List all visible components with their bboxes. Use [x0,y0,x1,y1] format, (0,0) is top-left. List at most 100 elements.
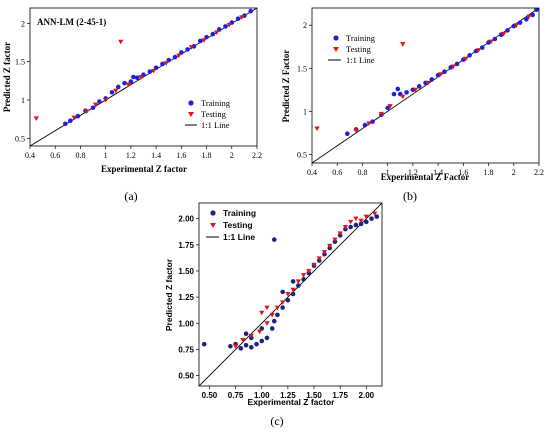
panel-a-legend: Training Testing 1:1 Line [185,98,231,130]
panel-c-testing-point [233,344,239,349]
panel-b-label: (b) [403,189,417,203]
panel-c-x-tick-label: 1.75 [332,391,348,400]
panel-c-x-tick-label: 1.25 [280,391,296,400]
panel-a-training-point [97,99,102,104]
panel-b-testing-point [450,64,456,70]
panel-a-x-tick-label: 1 [104,151,108,160]
panel-a-training-point [109,90,115,95]
panel-c-x-tick-label: 0.50 [202,391,218,400]
panel-a-testing-point [163,61,169,66]
panel-c-legend-training-label: Training [223,208,256,218]
panel-b-testing-point [378,111,384,117]
panel-b-x-axis-label: Experimental Z Factor [381,172,469,182]
panel-a-x-tick-label: 2 [230,151,234,160]
panel-c-testing-point [264,321,270,326]
panel-a-training-point [90,105,96,110]
panel-b-x-tick-label: 2.2 [534,168,544,177]
panel-c-y-tick-label: 0.50 [178,372,194,381]
panel-b: 0.4 0.6 0.8 1 1.2 1.4 1.6 1.8 2 2.2 0.5 1 1.5 2 Expe… [281,7,544,203]
panel-c-training-point [369,216,374,221]
panel-b-testing-point [513,23,519,28]
panel-c-training-point [269,326,275,331]
panel-a-training-point [147,69,153,74]
panel-b-training-point [370,119,375,124]
panel-b-x-tick-label: 1.6 [458,168,468,177]
panel-b-testing-point [501,31,507,37]
panel-b-training-point [479,45,485,50]
panel-b-legend-testing-label: Testing [346,44,372,54]
panel-a-x-tick-label: 0.4 [25,151,35,160]
panel-a-testing-point [201,38,207,43]
panel-b-legend-training-marker [333,35,339,41]
panel-c-training-point [248,345,254,350]
panel-c-training-point [296,283,301,288]
panel-c-y-ticks: 0.50 0.75 1.00 1.25 1.50 1.75 2.00 [178,215,199,381]
panel-b-training-point [534,8,539,13]
panel-a-testing-point [71,115,77,121]
panel-b-training-point [416,84,422,89]
panel-a-x-axis-label: Experimental Z factor [101,164,187,174]
panel-a-x-tick-label: 1.6 [176,151,186,160]
panel-a-testing-point [188,45,195,50]
panel-a-x-tick-label: 0.6 [50,151,60,160]
panel-c-testing-point [353,216,359,222]
panel-c-training-point [348,224,353,230]
panel-c-testing-point [363,214,369,220]
panel-a-training-point [197,38,203,44]
panel-a-legend-training-label: Training [201,98,231,108]
panel-a-y-tick-label: 0.5 [15,134,25,143]
panel-a-training-point [172,54,178,60]
panel-b-y-ticks: 0.5 1 1.5 2 [297,21,312,159]
panel-b-x-tick-label: 0.8 [357,168,367,177]
panel-c-y-tick-label: 2.00 [178,215,194,224]
panel-b-x-tick-label: 1.8 [484,168,494,177]
panel-a-training-point [68,118,73,123]
panel-c-testing-point [274,305,281,311]
panel-a-x-tick-label: 2.2 [252,151,262,160]
panel-b-testing-point [412,87,419,93]
panel-b-legend: Training Testing 1:1 Line [328,33,376,65]
panel-b-testing-point [463,56,469,62]
panel-c-x-axis-label: Experimental Z factor [248,397,336,407]
panel-c-training-point [228,343,233,349]
panel-c-testing-point [280,300,286,305]
panel-b-training-point [362,122,368,128]
panel-b-legend-line-label: 1:1 Line [346,55,375,65]
panel-a-points [30,8,257,146]
panel-c-testing-point [337,231,343,236]
panel-c-legend-testing-marker [210,223,216,228]
panel-a-y-tick-label: 1.5 [15,58,25,67]
panel-b-training-point [345,131,350,137]
panel-a-testing-point [239,15,245,20]
panel-a-testing-point [138,75,144,80]
panel-c-training-point [238,346,244,351]
panel-a-testing-point [226,22,232,28]
panel-a-y-axis-label: Predicted Z factor [2,42,12,112]
panel-a-training-point [122,80,127,86]
panel-c-plot-frame [198,202,383,387]
panel-c-training-point [280,289,285,295]
panel-a-legend-training-marker [188,100,194,106]
panel-a-training-point [223,24,228,29]
panel-c-training-point [254,341,259,347]
panel-b-x-tick-label: 0.6 [332,168,342,177]
panel-c-y-tick-label: 1.00 [178,319,194,328]
panel-b-legend-training-label: Training [346,33,376,43]
panel-c-testing-point [311,262,317,268]
panel-b-testing-point [314,126,320,132]
panel-a-y-tick-label: 1 [21,96,25,105]
panel-c-legend-testing-label: Testing [223,220,253,230]
panel-b-y-tick-label: 1.5 [297,64,307,73]
panel-a-training-point [131,74,136,80]
panel-c-legend: Training Testing 1:1 Line [206,208,256,242]
panel-b-training-point [395,86,401,92]
panel-a-x-tick-label: 1.8 [202,151,212,160]
panel-b-testing-point [366,121,372,126]
panel-c-y-tick-label: 1.50 [178,267,194,276]
panel-c-training-point [201,341,207,347]
panel-c-training-point [259,338,265,344]
panel-b-training-point [454,61,460,67]
panel-c-training-point [290,291,296,297]
panel-a-legend-line-label: 1:1 Line [201,120,230,130]
panel-c-line-1to1 [199,203,382,386]
